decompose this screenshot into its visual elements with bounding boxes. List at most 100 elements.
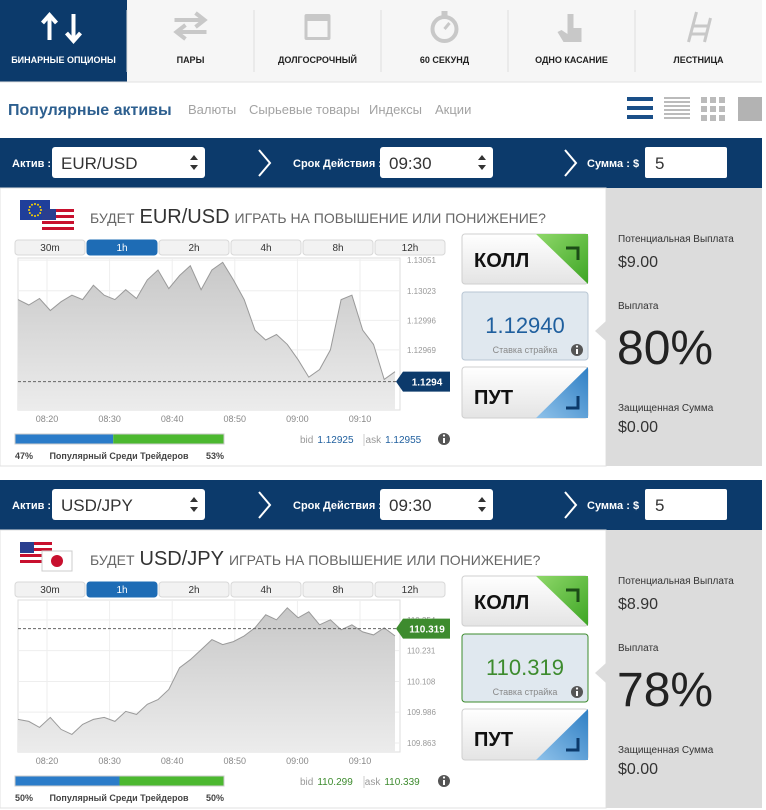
timeframe-button[interactable]: 2h [158,581,230,598]
timeframe-button[interactable]: 8h [302,239,374,256]
tab[interactable]: ПАРЫ [126,0,254,82]
subnav-item[interactable]: Популярные активы [8,102,172,119]
ask-label: ask [366,435,383,446]
asset-panel: Актив : EUR/USD Срок Действия : 09:30 Сумма … [0,138,762,467]
flag-star [28,212,31,214]
tab[interactable]: ЛЕСТНИЦА [634,0,762,82]
flag-star [28,209,30,211]
question-post: ИГРАТЬ НА ПОВЫШЕНИЕ ИЛИ ПОНИЖЕНИЕ? [235,210,547,226]
flag [42,227,74,230]
tab-bg [127,0,254,82]
flag [42,215,74,218]
flag-star [40,209,42,211]
timeframe-button[interactable]: 30m [14,239,86,256]
chevron [564,491,578,519]
timeframe-button[interactable]: 12h [374,239,446,256]
tab[interactable]: 60 СЕКУНД [380,0,508,82]
view-icon [664,117,690,119]
timeframe-button[interactable]: 8h [302,581,374,598]
asset-select-box [52,147,205,178]
x-tick-label: 09:10 [349,756,372,766]
expiry-select[interactable]: 09:30 [380,489,493,520]
timeframe-label: 8h [332,243,343,254]
flag-star [37,214,39,217]
subnav-item[interactable]: Индексы [369,102,422,117]
x-tick-label: 08:30 [98,756,121,766]
timeframe-bg [374,581,446,598]
view-icon [664,113,690,115]
subnav-item[interactable]: Акции [435,102,471,117]
ask-value: 1.12955 [385,435,422,446]
flag [42,212,74,215]
tab-bg [254,0,381,82]
y-tick-label: 1.13023 [407,287,436,296]
amount-input[interactable]: 5 [645,489,727,520]
view-icon [701,115,707,121]
view-icon [627,115,653,119]
protected-label: Защищенная Сумма [618,745,714,756]
timeframe-button[interactable]: 2h [158,239,230,256]
timeframe-button[interactable]: 4h [230,581,302,598]
y-tick-label: 110.231 [407,647,436,656]
tab-label: ПАРЫ [177,55,205,65]
info-icon [575,687,579,690]
view-icon [664,97,690,99]
icon [687,11,712,43]
x-tick-label: 08:40 [161,414,184,424]
price-chart: 110.354110.231110.108109.986109.86308:20… [17,599,450,766]
timeframe-button[interactable]: 30m [14,581,86,598]
sentiment-left: 50% [15,793,33,803]
tab-bg [635,0,762,82]
payout-value: 80% [617,322,713,375]
x-tick-label: 08:50 [224,756,247,766]
pointer [595,663,606,683]
strike-label: Ставка страйка [493,345,558,355]
view-switcher[interactable] [627,97,762,121]
timeframe-button[interactable]: 12h [374,581,446,598]
x-tick-label: 09:00 [286,756,309,766]
flag [42,221,74,224]
timeframe-label: 4h [260,585,271,596]
timeframe-button[interactable]: 1h [86,581,158,598]
amount-input[interactable]: 5 [645,147,727,178]
tab[interactable]: ОДНО КАСАНИЕ [507,0,635,82]
subnav-item: Индексы [369,102,422,117]
expiry-select[interactable]: 09:30 [380,147,493,178]
timeframe-bg [86,581,158,598]
potential-value: $9.00 [618,254,658,271]
view-icon [738,97,762,121]
tab-label: ЛЕСТНИЦА [673,55,724,65]
call-button[interactable]: КОЛЛ [461,575,589,627]
ask-value: 110.339 [384,777,420,788]
put-button[interactable]: ПУТ [461,708,589,761]
amount-label: Сумма : $ [587,500,639,512]
subnav-item: Акции [435,102,471,117]
x-tick-label: 08:40 [161,756,184,766]
tab[interactable]: БИНАРНЫЕ ОПЦИОНЫ [0,0,127,82]
timeframe-button[interactable]: 4h [230,239,302,256]
strike-bg [461,633,589,703]
call-button[interactable]: КОЛЛ [461,233,589,285]
subnav-item: Валюты [188,102,236,117]
x-tick-label: 08:20 [36,414,59,424]
timeframe-button[interactable]: 1h [86,239,158,256]
view-icon [719,97,725,103]
tab[interactable]: ДОЛГОСРОЧНЫЙ [253,0,381,82]
asset-select[interactable]: EUR/USD [52,147,205,178]
put-arrow [566,396,580,410]
question-pre: БУДЕТ [90,552,135,568]
put-button[interactable]: ПУТ [461,366,589,419]
sentiment-bar [119,776,224,786]
subnav-item[interactable]: Сырьевые товары [249,102,360,117]
potential-label: Потенциальная Выплата [618,576,734,587]
subnav-item[interactable]: Валюты [188,102,236,117]
tab-bg [0,0,127,82]
x-tick-label: 08:20 [36,756,59,766]
x-tick-label: 09:10 [349,414,372,424]
asset-select[interactable]: USD/JPY [52,489,205,520]
sentiment-frame [14,775,225,787]
timeframe-label: 1h [116,585,127,596]
icon [40,11,83,45]
flag-star [34,203,36,205]
asset-select-value: USD/JPY [61,496,133,515]
